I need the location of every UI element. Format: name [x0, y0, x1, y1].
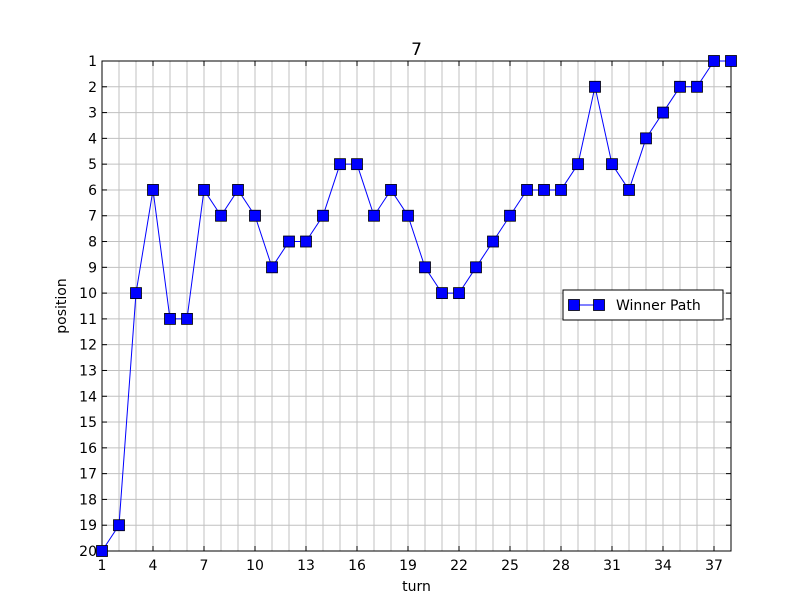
y-tick-label: 20 [79, 544, 97, 560]
y-tick-label: 12 [79, 338, 97, 354]
data-point-marker [283, 235, 295, 248]
y-tick-label: 11 [79, 312, 97, 328]
x-tick-label: 10 [246, 558, 264, 574]
data-point-marker [300, 235, 312, 248]
y-tick-label: 2 [88, 80, 97, 96]
x-tick-label: 37 [705, 558, 723, 574]
data-point-marker [96, 545, 108, 557]
x-tick-label: 19 [399, 558, 417, 574]
legend-marker-icon [568, 299, 580, 311]
legend-marker-icon [593, 299, 605, 311]
data-point-marker [436, 287, 448, 300]
x-tick-label: 1 [98, 558, 107, 574]
data-point-marker [113, 519, 125, 532]
data-point-marker [725, 55, 737, 67]
y-tick-label: 15 [79, 415, 97, 431]
data-point-marker [691, 80, 703, 93]
y-tick-label: 9 [88, 260, 97, 276]
y-tick-label: 13 [79, 363, 97, 379]
data-point-marker [589, 80, 601, 93]
data-point-marker [351, 158, 363, 171]
data-point-marker [708, 55, 720, 67]
x-tick-label: 16 [348, 558, 366, 574]
y-tick-label: 14 [79, 389, 97, 405]
y-tick-label: 16 [79, 441, 97, 457]
axis-ticks: 1 4 7 10 13 16 19 22 25 28 31 34 3712345678910111213… [79, 54, 731, 574]
data-point-marker [555, 184, 567, 196]
x-tick-label: 34 [654, 558, 672, 574]
y-tick-label: 19 [79, 518, 97, 534]
y-tick-label: 3 [88, 106, 97, 122]
legend: Winner Path [562, 289, 724, 321]
data-point-marker [487, 235, 499, 248]
y-tick-label: 7 [88, 209, 97, 225]
x-tick-label: 7 [200, 558, 209, 574]
plot-frame [101, 60, 732, 552]
x-tick-label: 28 [552, 558, 570, 574]
y-axis-label: position [54, 278, 70, 333]
y-tick-label: 18 [79, 492, 97, 508]
data-point-marker [623, 184, 635, 196]
data-point-marker [453, 287, 465, 300]
data-point-marker [402, 209, 414, 222]
data-point-marker [249, 209, 261, 222]
x-tick-label: 13 [297, 558, 315, 574]
series-group [96, 55, 737, 557]
y-tick-label: 10 [79, 286, 97, 302]
data-point-marker [232, 184, 244, 196]
y-tick-label: 6 [88, 183, 97, 199]
data-point-marker [640, 132, 652, 145]
x-tick-label: 22 [450, 558, 468, 574]
data-point-marker [657, 106, 669, 119]
data-point-marker [164, 312, 176, 325]
data-point-marker [385, 184, 397, 196]
y-tick-label: 5 [88, 157, 97, 173]
data-point-marker [606, 158, 618, 171]
data-point-marker [215, 209, 227, 222]
x-axis-label: turn [402, 579, 431, 595]
data-point-marker [181, 312, 193, 325]
chart-title: 7 [411, 40, 422, 60]
data-point-marker [334, 158, 346, 171]
data-point-marker [368, 209, 380, 222]
data-point-marker [266, 261, 278, 274]
data-point-marker [147, 184, 159, 196]
data-point-marker [470, 261, 482, 274]
y-tick-label: 17 [79, 467, 97, 483]
data-point-marker [572, 158, 584, 171]
x-tick-label: 31 [603, 558, 621, 574]
x-tick-label: 4 [149, 558, 158, 574]
y-tick-label: 8 [88, 235, 97, 251]
x-tick-label: 25 [501, 558, 519, 574]
y-tick-label: 1 [88, 54, 97, 70]
data-point-marker [504, 209, 516, 222]
data-point-marker [198, 184, 210, 196]
legend-label: Winner Path [616, 298, 701, 314]
data-point-marker [317, 209, 329, 222]
data-point-marker [130, 287, 142, 300]
y-tick-label: 4 [88, 131, 97, 147]
data-point-marker [674, 80, 686, 93]
data-point-marker [521, 184, 533, 196]
data-point-marker [538, 184, 550, 196]
data-point-marker [419, 261, 431, 274]
